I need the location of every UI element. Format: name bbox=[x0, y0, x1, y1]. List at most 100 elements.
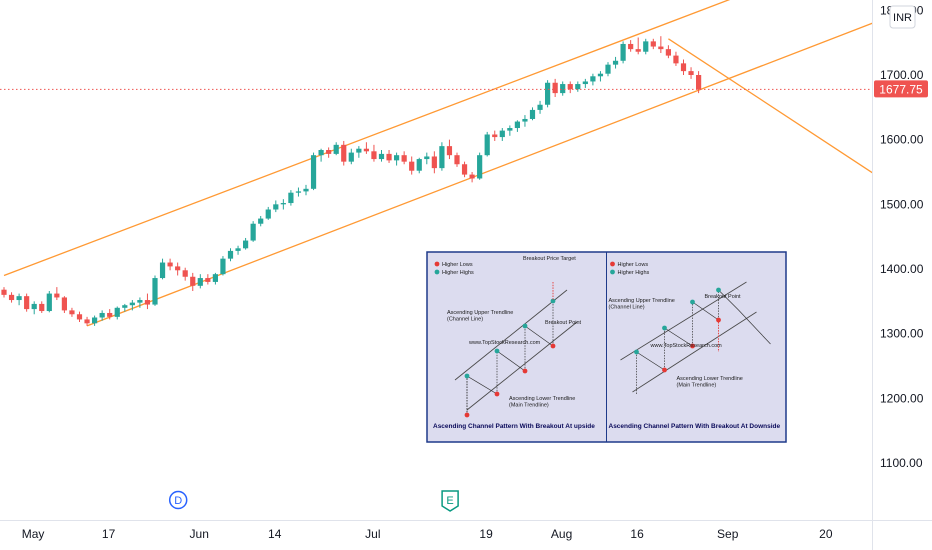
candle[interactable] bbox=[227, 248, 234, 262]
event-marker[interactable]: D bbox=[168, 490, 188, 510]
candle[interactable] bbox=[635, 37, 641, 55]
candle[interactable] bbox=[461, 161, 468, 178]
candle[interactable] bbox=[477, 152, 483, 180]
candle[interactable] bbox=[318, 148, 324, 162]
currency-badge[interactable]: INR bbox=[889, 5, 916, 29]
candle[interactable] bbox=[280, 199, 286, 210]
candle[interactable] bbox=[310, 152, 317, 191]
candle[interactable] bbox=[295, 187, 302, 197]
candle[interactable] bbox=[16, 293, 22, 306]
candle[interactable] bbox=[469, 172, 475, 183]
candle[interactable] bbox=[144, 293, 151, 310]
candle[interactable] bbox=[190, 272, 196, 291]
candle[interactable] bbox=[39, 301, 45, 313]
candle[interactable] bbox=[492, 130, 498, 141]
candle[interactable] bbox=[341, 140, 347, 166]
candle[interactable] bbox=[643, 38, 649, 55]
candle[interactable] bbox=[612, 56, 619, 69]
candle[interactable] bbox=[84, 316, 90, 326]
candle[interactable] bbox=[416, 157, 422, 174]
candle[interactable] bbox=[673, 51, 679, 66]
candle[interactable] bbox=[529, 107, 536, 121]
candle[interactable] bbox=[76, 311, 83, 323]
candle[interactable] bbox=[326, 147, 332, 158]
candle[interactable] bbox=[665, 45, 671, 59]
candle[interactable] bbox=[371, 144, 377, 162]
candle[interactable] bbox=[409, 156, 415, 175]
candle[interactable] bbox=[650, 38, 656, 50]
candle[interactable] bbox=[680, 59, 687, 75]
candle[interactable] bbox=[129, 300, 135, 311]
candle[interactable] bbox=[205, 274, 211, 285]
candle[interactable] bbox=[258, 215, 264, 227]
candle[interactable] bbox=[499, 128, 505, 141]
candle[interactable] bbox=[69, 307, 75, 317]
candle[interactable] bbox=[454, 152, 460, 167]
event-marker[interactable]: E bbox=[441, 490, 459, 512]
candle[interactable] bbox=[167, 258, 173, 271]
candle[interactable] bbox=[424, 152, 430, 165]
candle[interactable] bbox=[99, 310, 105, 321]
candle[interactable] bbox=[582, 78, 588, 88]
candle[interactable] bbox=[175, 262, 181, 276]
candle[interactable] bbox=[288, 190, 294, 206]
candle[interactable] bbox=[61, 296, 67, 313]
candle[interactable] bbox=[507, 125, 513, 136]
candle[interactable] bbox=[137, 297, 143, 308]
candle[interactable] bbox=[439, 142, 445, 171]
candle[interactable] bbox=[46, 290, 52, 313]
time-axis[interactable]: May 17 Jun 14 Jul 19 Aug 16 Sep 20 bbox=[22, 527, 833, 541]
candle[interactable] bbox=[92, 315, 98, 326]
candle[interactable] bbox=[220, 256, 226, 276]
candle[interactable] bbox=[212, 272, 218, 285]
candle[interactable] bbox=[122, 303, 128, 312]
candle[interactable] bbox=[378, 150, 385, 162]
candle[interactable] bbox=[545, 80, 551, 108]
candle[interactable] bbox=[567, 81, 573, 94]
candle[interactable] bbox=[386, 150, 392, 163]
candle[interactable] bbox=[605, 62, 611, 77]
candle[interactable] bbox=[560, 81, 566, 96]
candle[interactable] bbox=[24, 293, 30, 312]
candle[interactable] bbox=[552, 78, 558, 97]
candle[interactable] bbox=[658, 36, 664, 54]
candle[interactable] bbox=[265, 206, 271, 220]
candle[interactable] bbox=[446, 139, 453, 160]
candle[interactable] bbox=[514, 120, 520, 132]
candlestick-series[interactable] bbox=[1, 36, 702, 326]
candle[interactable] bbox=[273, 200, 279, 213]
candle[interactable] bbox=[688, 67, 694, 79]
candle[interactable] bbox=[394, 152, 400, 166]
candle[interactable] bbox=[597, 71, 604, 82]
candle[interactable] bbox=[182, 267, 188, 281]
candle[interactable] bbox=[431, 151, 437, 174]
candle[interactable] bbox=[575, 81, 581, 92]
candle[interactable] bbox=[152, 275, 158, 306]
candle[interactable] bbox=[401, 151, 407, 165]
candle[interactable] bbox=[54, 287, 60, 301]
candle[interactable] bbox=[522, 115, 528, 127]
candle[interactable] bbox=[620, 41, 626, 64]
candle[interactable] bbox=[8, 292, 15, 303]
candle[interactable] bbox=[696, 71, 702, 94]
candle[interactable] bbox=[250, 221, 256, 242]
candle[interactable] bbox=[590, 73, 596, 86]
candle[interactable] bbox=[348, 148, 354, 165]
candle[interactable] bbox=[243, 237, 249, 250]
candle[interactable] bbox=[31, 301, 37, 315]
candle[interactable] bbox=[537, 100, 543, 114]
candle[interactable] bbox=[197, 274, 203, 289]
candle[interactable] bbox=[235, 245, 241, 255]
candle[interactable] bbox=[333, 142, 339, 156]
candle[interactable] bbox=[628, 40, 634, 52]
candle[interactable] bbox=[114, 306, 120, 320]
candle[interactable] bbox=[363, 142, 369, 154]
candle[interactable] bbox=[107, 309, 113, 320]
candle[interactable] bbox=[159, 258, 166, 280]
candle[interactable] bbox=[484, 131, 490, 157]
candle[interactable] bbox=[303, 184, 309, 196]
candle[interactable] bbox=[356, 146, 362, 158]
candle[interactable] bbox=[1, 287, 7, 298]
